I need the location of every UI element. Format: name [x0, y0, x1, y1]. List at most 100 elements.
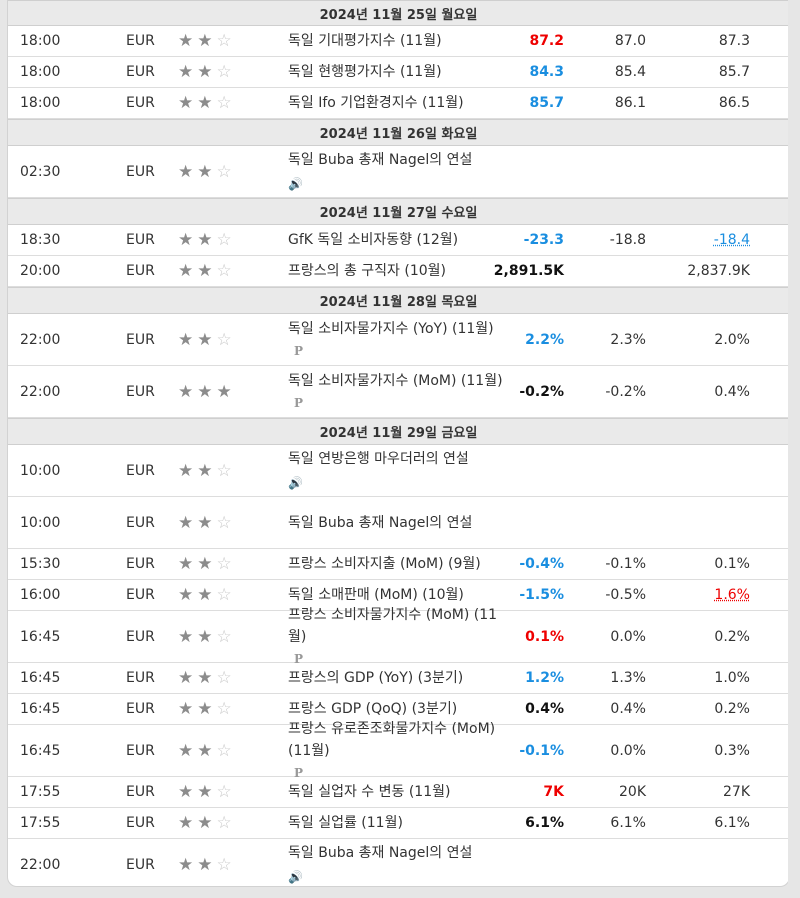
event-title-link[interactable]: 독일 연방은행 마우더러의 연설	[288, 450, 469, 467]
event-time: 20:00	[20, 263, 61, 279]
event-name[interactable]: 독일 Ifo 기업환경지수 (11월)	[288, 88, 508, 118]
event-row[interactable]: 16:45 EUR ★ ★ ☆ 프랑스 GDP (QoQ) (3분기) 0.4% 0.4% 0.…	[8, 694, 789, 725]
event-title-link[interactable]: 독일 기대평가지수 (11월)	[288, 33, 442, 49]
event-title-link[interactable]: 독일 실업자 수 변동 (11월)	[288, 784, 451, 800]
event-row[interactable]: 18:00 EUR ★ ★ ☆ 독일 현행평가지수 (11월) 84.3 85.4 85.7	[8, 57, 789, 88]
event-name[interactable]: 독일 Buba 총재 Nagel의 연설	[288, 497, 508, 548]
event-title-link[interactable]: 독일 Buba 총재 Nagel의 연설	[288, 844, 473, 861]
france-flag-icon	[101, 265, 118, 277]
event-row[interactable]: 18:30 EUR ★ ★ ☆ GfK 독일 소비자동향 (12월) -23.3 -18.8-…	[8, 225, 789, 256]
event-name[interactable]: 프랑스 소비자지출 (MoM) (9월)	[288, 549, 508, 579]
event-title-link[interactable]: 프랑스 소비자물가지수 (MoM) (11월)	[288, 606, 498, 645]
event-name[interactable]: 프랑스의 총 구직자 (10월)	[288, 256, 508, 286]
star-filled-icon: ★	[197, 460, 217, 481]
event-row[interactable]: 18:00 EUR ★ ★ ☆ 독일 Ifo 기업환경지수 (11월) 85.7 86.1 86…	[8, 88, 789, 119]
currency-code: EUR	[126, 232, 155, 248]
event-time: 16:45	[20, 742, 61, 759]
event-title-link[interactable]: 프랑스 GDP (QoQ) (3분기)	[288, 701, 458, 717]
currency-code: EUR	[126, 670, 155, 686]
event-title-link[interactable]: 프랑스 유로존조화물가지수 (MoM) (11월)	[288, 720, 496, 759]
star-filled-icon: ★	[197, 585, 217, 605]
previous-value: 0.2%	[714, 701, 750, 717]
event-name[interactable]: 프랑스 GDP (QoQ) (3분기)	[288, 694, 508, 724]
star-empty-icon: ☆	[216, 31, 236, 51]
star-empty-icon: ☆	[216, 512, 236, 533]
event-title-link[interactable]: 프랑스 소비자지출 (MoM) (9월)	[288, 556, 481, 572]
event-name[interactable]: 독일 소비자물가지수 (MoM) (11월) P	[288, 366, 508, 417]
event-title-link[interactable]: 독일 소비자물가지수 (YoY) (11월)	[288, 320, 494, 337]
event-time: 16:00	[20, 587, 61, 603]
event-title-link[interactable]: 프랑스의 GDP (YoY) (3분기)	[288, 670, 464, 686]
event-title-link[interactable]: 독일 Ifo 기업환경지수 (11월)	[288, 95, 464, 111]
importance-stars: ★ ★ ☆	[178, 57, 236, 87]
actual-value: 2.2%	[525, 331, 564, 348]
importance-stars: ★ ★ ★	[178, 366, 236, 417]
currency-code: EUR	[126, 784, 155, 800]
star-empty-icon: ☆	[216, 782, 236, 802]
event-name[interactable]: 프랑스 유로존조화물가지수 (MoM) (11월) P	[288, 721, 508, 780]
forecast-value: 1.3%	[610, 670, 646, 686]
event-name[interactable]: 독일 Buba 총재 Nagel의 연설 🔊	[288, 146, 508, 197]
star-filled-icon: ★	[178, 699, 198, 719]
germany-flag-icon	[101, 97, 118, 109]
event-name[interactable]: 독일 소비자물가지수 (YoY) (11월) P	[288, 314, 508, 365]
event-row[interactable]: 18:00 EUR ★ ★ ☆ 독일 기대평가지수 (11월) 87.2 87.0 87.3	[8, 26, 789, 57]
event-row[interactable]: 02:30 EUR ★ ★ ☆ 독일 Buba 총재 Nagel의 연설 🔊	[8, 146, 789, 198]
event-name[interactable]: 독일 Buba 총재 Nagel의 연설 🔊	[288, 839, 508, 886]
event-name[interactable]: 독일 실업률 (11월)	[288, 808, 508, 838]
germany-flag-icon	[101, 35, 118, 47]
event-name[interactable]: 프랑스 소비자물가지수 (MoM) (11월) P	[288, 607, 508, 666]
event-name[interactable]: GfK 독일 소비자동향 (12월)	[288, 225, 508, 255]
actual-value: 84.3	[529, 64, 564, 80]
event-row[interactable]: 17:55 EUR ★ ★ ☆ 독일 실업률 (11월) 6.1% 6.1% 6.1%	[8, 808, 789, 839]
event-row[interactable]: 22:00 EUR ★ ★ ☆ 독일 Buba 총재 Nagel의 연설 🔊	[8, 839, 789, 886]
importance-stars: ★ ★ ☆	[178, 314, 236, 365]
germany-flag-icon	[101, 817, 118, 829]
france-flag-icon	[101, 672, 118, 684]
star-filled-icon: ★	[178, 782, 198, 802]
event-row[interactable]: 16:45 EUR ★ ★ ☆ 프랑스의 GDP (YoY) (3분기) 1.2% 1.3% 1…	[8, 663, 789, 694]
actual-value: -0.4%	[519, 556, 564, 572]
event-title-link[interactable]: 독일 현행평가지수 (11월)	[288, 64, 442, 80]
event-row[interactable]: 22:00 EUR ★ ★ ☆ 독일 소비자물가지수 (YoY) (11월) P 2.2% 2.…	[8, 314, 789, 366]
star-filled-icon: ★	[178, 93, 198, 113]
star-filled-icon: ★	[197, 813, 217, 833]
event-time: 16:45	[20, 701, 61, 717]
event-row[interactable]: 17:55 EUR ★ ★ ☆ 독일 실업자 수 변동 (11월) 7K 20K 27K	[8, 777, 789, 808]
event-title-link[interactable]: 독일 Buba 총재 Nagel의 연설	[288, 151, 473, 168]
star-filled-icon: ★	[197, 512, 217, 533]
event-title-link[interactable]: 독일 실업률 (11월)	[288, 815, 403, 831]
event-row[interactable]: 10:00 EUR ★ ★ ☆ 독일 Buba 총재 Nagel의 연설	[8, 497, 789, 549]
actual-value: 87.2	[529, 33, 564, 49]
event-name[interactable]: 독일 기대평가지수 (11월)	[288, 26, 508, 56]
event-row[interactable]: 20:00 EUR ★ ★ ☆ 프랑스의 총 구직자 (10월) 2,891.5K 2,837…	[8, 256, 789, 287]
actual-value: 2,891.5K	[493, 263, 564, 279]
event-row[interactable]: 16:45 EUR ★ ★ ☆ 프랑스 소비자물가지수 (MoM) (11월) P 0.1% 0…	[8, 607, 789, 666]
previous-value: 27K	[723, 784, 750, 800]
star-filled-icon: ★	[197, 381, 217, 402]
event-title-link[interactable]: GfK 독일 소비자동향 (12월)	[288, 232, 459, 248]
event-title-link[interactable]: 독일 소매판매 (MoM) (10월)	[288, 587, 464, 603]
event-title-link[interactable]: 프랑스의 총 구직자 (10월)	[288, 263, 447, 279]
event-row[interactable]: 16:45 EUR ★ ★ ☆ 프랑스 유로존조화물가지수 (MoM) (11월) P -0.…	[8, 721, 789, 780]
event-row[interactable]: 15:30 EUR ★ ★ ☆ 프랑스 소비자지출 (MoM) (9월) -0.4% -0.1…	[8, 549, 789, 580]
star-filled-icon: ★	[178, 62, 198, 82]
event-row[interactable]: 22:00 EUR ★ ★ ★ 독일 소비자물가지수 (MoM) (11월) P -0.2% -…	[8, 366, 789, 418]
event-name[interactable]: 독일 실업자 수 변동 (11월)	[288, 777, 508, 807]
forecast-value: -0.5%	[605, 587, 646, 603]
event-time: 18:00	[20, 64, 61, 80]
event-title-link[interactable]: 독일 소비자물가지수 (MoM) (11월)	[288, 372, 503, 389]
event-name[interactable]: 독일 현행평가지수 (11월)	[288, 57, 508, 87]
event-name[interactable]: 프랑스의 GDP (YoY) (3분기)	[288, 663, 508, 693]
previous-value: 2.0%	[714, 331, 750, 348]
preliminary-badge: P	[294, 765, 304, 780]
event-title-link[interactable]: 독일 Buba 총재 Nagel의 연설	[288, 514, 473, 531]
event-name[interactable]: 독일 소매판매 (MoM) (10월)	[288, 580, 508, 610]
event-row[interactable]: 16:00 EUR ★ ★ ☆ 독일 소매판매 (MoM) (10월) -1.5% -0.5%…	[8, 580, 789, 611]
forecast-value: 20K	[619, 784, 646, 800]
event-name[interactable]: 독일 연방은행 마우더러의 연설 🔊	[288, 445, 508, 496]
currency-code: EUR	[126, 462, 155, 479]
event-row[interactable]: 10:00 EUR ★ ★ ☆ 독일 연방은행 마우더러의 연설 🔊	[8, 445, 789, 497]
germany-flag-icon	[101, 166, 118, 178]
page-gutter	[788, 0, 800, 898]
